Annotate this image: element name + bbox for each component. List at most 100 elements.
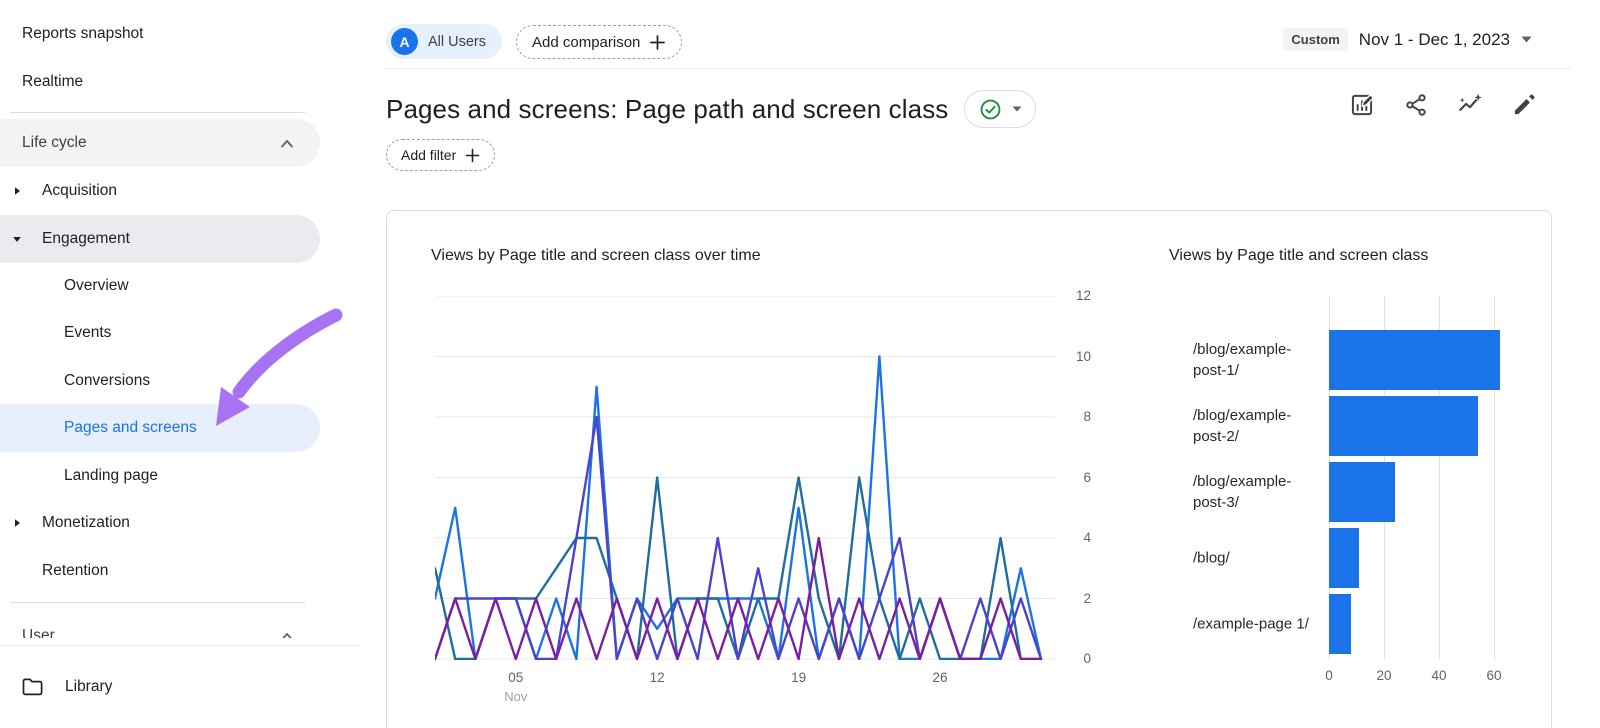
sidebar-item-library[interactable]: Library xyxy=(0,645,360,728)
report-card: Views by Page title and screen class ove… xyxy=(386,210,1552,728)
add-comparison-button[interactable]: Add comparison xyxy=(516,25,683,59)
sidebar-item-label: Events xyxy=(64,324,112,341)
line-series-3 xyxy=(435,536,1043,660)
bar-4 xyxy=(1329,594,1351,654)
date-range-label: Nov 1 - Dec 1, 2023 xyxy=(1358,29,1510,49)
sidebar-item-overview[interactable]: Overview xyxy=(0,262,320,310)
bar-category-label: /blog/example-post-1/ xyxy=(1193,341,1292,379)
insights-icon[interactable] xyxy=(1457,92,1483,118)
sidebar-item-events[interactable]: Events xyxy=(0,309,320,357)
title-row: Pages and screens: Page path and screen … xyxy=(386,90,1037,128)
section-label: User xyxy=(22,627,55,638)
avatar: A xyxy=(391,28,418,55)
page-title: Pages and screens: Page path and screen … xyxy=(386,93,949,124)
sidebar-item-label: Engagement xyxy=(42,230,130,247)
sidebar-section-user[interactable]: User xyxy=(0,612,320,638)
x-axis-sublabel: Nov xyxy=(504,689,528,704)
x-axis-label: 0 xyxy=(1325,668,1333,683)
date-range-picker[interactable]: Custom Nov 1 - Dec 1, 2023 xyxy=(1283,28,1532,51)
sidebar-item-label: Realtime xyxy=(22,73,84,90)
x-axis-label: 20 xyxy=(1376,668,1392,683)
customize-report-icon[interactable] xyxy=(1349,92,1375,118)
bar-category-label: /blog/example-post-2/ xyxy=(1193,407,1292,445)
sidebar-item-monetization[interactable]: Monetization xyxy=(0,499,320,547)
sidebar-item-label: Acquisition xyxy=(42,182,117,199)
bar-0 xyxy=(1329,330,1500,390)
chevron-down-icon xyxy=(1521,36,1532,43)
sidebar-item-engagement[interactable]: Engagement xyxy=(0,215,320,263)
section-label: Life cycle xyxy=(22,134,87,151)
edit-icon[interactable] xyxy=(1511,92,1537,118)
sidebar-item-conversions[interactable]: Conversions xyxy=(0,357,320,405)
line-series-0 xyxy=(435,355,1043,660)
bar-1 xyxy=(1329,396,1478,456)
chevron-up-icon xyxy=(281,139,293,147)
x-axis-label: 26 xyxy=(932,670,948,685)
custom-badge: Custom xyxy=(1283,28,1348,51)
y-axis-label: 12 xyxy=(1075,288,1091,303)
sidebar-item-label: Retention xyxy=(42,562,109,579)
gridline xyxy=(1439,296,1440,660)
x-axis-label: 19 xyxy=(791,670,807,685)
bar-chart-title: Views by Page title and screen class xyxy=(1169,247,1429,264)
main-content: A All Users Add comparison Custom Nov 1 … xyxy=(360,0,1600,728)
y-axis-label: 10 xyxy=(1075,348,1091,364)
sidebar-item-label: Library xyxy=(65,678,113,695)
sidebar-item-label: Monetization xyxy=(42,514,130,531)
bar-chart: /blog/example-post-1/ /blog/example-post-… xyxy=(1193,296,1549,716)
sidebar-item-reports-snapshot[interactable]: Reports snapshot xyxy=(0,10,320,58)
add-comparison-label: Add comparison xyxy=(532,33,641,51)
bar-category-label: /blog/ xyxy=(1193,549,1230,567)
line-chart: 0 2 4 6 8 10 12 05 Nov 12 19 26 xyxy=(435,288,1135,716)
sidebar-item-pages-and-screens[interactable]: Pages and screens xyxy=(0,404,320,452)
sidebar-item-label: Pages and screens xyxy=(64,419,197,436)
sidebar-item-label: Overview xyxy=(64,277,129,294)
y-axis-label: 8 xyxy=(1083,409,1091,424)
chevron-up-icon xyxy=(281,632,293,638)
folder-icon xyxy=(22,678,43,696)
line-chart-plot xyxy=(435,296,1055,660)
x-axis-label: 12 xyxy=(649,670,665,685)
sidebar-item-realtime[interactable]: Realtime xyxy=(0,58,320,106)
sidebar-item-retention[interactable]: Retention xyxy=(0,547,320,595)
sidebar-item-label: Reports snapshot xyxy=(22,25,144,42)
add-filter-button[interactable]: Add filter xyxy=(386,139,496,171)
add-filter-label: Add filter xyxy=(401,147,457,163)
expand-right-icon xyxy=(15,187,20,195)
bar-chart-plot xyxy=(1329,296,1541,660)
check-circle-icon xyxy=(981,99,1001,119)
x-axis-label: 05 Nov xyxy=(499,668,533,706)
y-axis-label: 2 xyxy=(1083,590,1091,606)
sidebar-item-label: Landing page xyxy=(64,467,158,484)
y-axis-label: 0 xyxy=(1083,651,1091,666)
plus-icon xyxy=(465,148,480,162)
sidebar-item-landing-page[interactable]: Landing page xyxy=(0,452,320,500)
all-users-label: All Users xyxy=(428,33,487,50)
sidebar-item-acquisition[interactable]: Acquisition xyxy=(0,167,320,215)
bar-category-label: /example-page 1/ xyxy=(1193,615,1309,633)
sidebar-divider xyxy=(10,112,305,113)
bar-3 xyxy=(1329,528,1360,588)
sidebar-section-life-cycle[interactable]: Life cycle xyxy=(0,119,320,167)
x-axis-label: 40 xyxy=(1431,668,1447,683)
chevron-down-icon xyxy=(1012,106,1022,112)
y-axis-label: 6 xyxy=(1083,469,1091,485)
y-axis-label: 4 xyxy=(1083,530,1091,545)
plus-icon xyxy=(650,34,666,50)
line-chart-title: Views by Page title and screen class ove… xyxy=(431,247,761,264)
share-icon[interactable] xyxy=(1403,92,1429,118)
report-status-dropdown[interactable] xyxy=(964,90,1037,128)
report-actions xyxy=(1349,92,1537,118)
bar-2 xyxy=(1329,462,1395,522)
sidebar-divider xyxy=(10,602,305,603)
header-divider xyxy=(386,68,1570,69)
expand-right-icon xyxy=(15,519,20,527)
sidebar: Reports snapshot Realtime Life cycle Acq… xyxy=(0,0,360,728)
sidebar-item-label: Conversions xyxy=(64,372,151,389)
expand-down-icon xyxy=(13,237,21,242)
bar-category-label: /blog/example-post-3/ xyxy=(1193,473,1292,511)
all-users-chip[interactable]: A All Users xyxy=(386,24,503,59)
gridline xyxy=(1494,296,1495,660)
sidebar-scroll: Reports snapshot Realtime Life cycle Acq… xyxy=(0,0,360,638)
x-axis-label: 60 xyxy=(1486,668,1502,683)
